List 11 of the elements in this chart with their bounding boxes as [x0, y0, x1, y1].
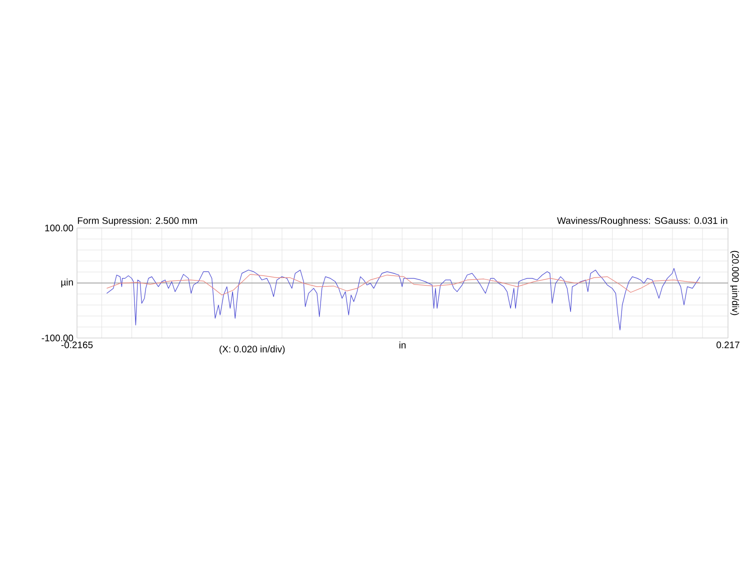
chart-title: Form Supression: 2.500 mm	[78, 216, 197, 226]
x-tick-label: -0.2165	[61, 342, 93, 348]
x-axis-title: in	[399, 341, 406, 348]
text: (X: 0.020 in/div)	[220, 345, 285, 354]
y-tick-label: 100.00	[45, 224, 74, 232]
chart-subtitle: Waviness/Roughness: SGauss: 0.031 in	[557, 216, 728, 226]
x-tick-label: 0.217	[716, 342, 740, 348]
y2-axis-title: (20.000 µin/div)	[730, 250, 740, 316]
y-tick-label: µin	[61, 278, 73, 288]
line-series	[106, 274, 700, 296]
y-tick-label: -100.00	[42, 334, 74, 342]
